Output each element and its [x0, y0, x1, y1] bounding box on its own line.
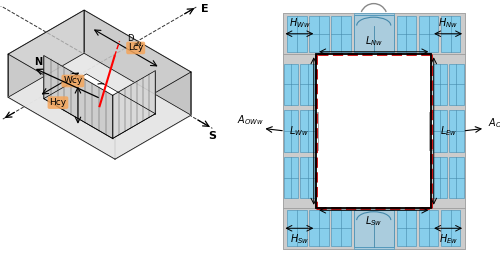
Bar	[354, 237, 394, 249]
Bar	[354, 13, 394, 25]
Bar	[396, 210, 416, 247]
Bar	[441, 210, 460, 247]
Text: $A_{ONw}$: $A_{ONw}$	[396, 0, 421, 2]
Text: $H_{Sw}$: $H_{Sw}$	[290, 232, 309, 246]
Text: $L_{Ww}$: $L_{Ww}$	[289, 124, 308, 138]
Bar	[354, 48, 394, 54]
Polygon shape	[115, 72, 191, 159]
Bar	[282, 13, 465, 54]
Bar	[332, 210, 351, 247]
Bar	[284, 110, 298, 152]
Bar	[284, 64, 298, 105]
Bar	[316, 54, 431, 208]
Text: aN: aN	[134, 42, 142, 47]
Polygon shape	[8, 10, 84, 97]
Bar	[309, 210, 329, 247]
Polygon shape	[44, 56, 112, 139]
Bar	[441, 15, 460, 52]
Polygon shape	[84, 10, 191, 115]
Bar	[282, 208, 465, 249]
Text: $H_{Nw}$: $H_{Nw}$	[438, 16, 458, 30]
Polygon shape	[112, 71, 156, 139]
Text: Lcy: Lcy	[128, 43, 144, 52]
Polygon shape	[8, 54, 115, 159]
Bar	[432, 157, 447, 198]
Text: Hcy: Hcy	[50, 98, 66, 107]
Bar	[418, 15, 438, 52]
Text: $H_{Ew}$: $H_{Ew}$	[438, 232, 458, 246]
Text: N: N	[34, 57, 42, 67]
Bar	[306, 112, 318, 150]
Polygon shape	[44, 74, 156, 139]
Bar	[282, 54, 316, 208]
Bar	[429, 112, 442, 150]
Bar	[300, 64, 315, 105]
Bar	[449, 110, 464, 152]
Bar	[354, 15, 394, 52]
Text: S: S	[208, 131, 216, 141]
Bar	[449, 157, 464, 198]
Text: $L_{Nw}$: $L_{Nw}$	[364, 34, 383, 48]
Bar	[332, 15, 351, 52]
Bar	[431, 54, 465, 208]
Text: D: D	[127, 34, 134, 43]
Bar	[354, 210, 394, 247]
Polygon shape	[8, 53, 191, 159]
Bar	[449, 64, 464, 105]
Text: $A_{OWw}$: $A_{OWw}$	[236, 114, 264, 127]
Text: $L_{Sw}$: $L_{Sw}$	[365, 214, 382, 228]
Text: $A_{OEw}$: $A_{OEw}$	[488, 116, 500, 130]
Bar	[432, 110, 447, 152]
Bar	[282, 13, 465, 249]
Bar	[300, 110, 315, 152]
Text: $L_{Ew}$: $L_{Ew}$	[440, 124, 458, 138]
Bar	[432, 64, 447, 105]
Bar	[284, 157, 298, 198]
Text: E: E	[200, 4, 208, 14]
Bar	[309, 15, 329, 52]
Polygon shape	[8, 10, 191, 116]
Bar	[396, 15, 416, 52]
Bar	[316, 54, 431, 208]
Bar	[287, 210, 306, 247]
Bar	[287, 15, 306, 52]
Bar	[418, 210, 438, 247]
Text: $H_{Ww}$: $H_{Ww}$	[288, 16, 310, 30]
Bar	[300, 157, 315, 198]
Text: Wcy: Wcy	[63, 77, 82, 85]
